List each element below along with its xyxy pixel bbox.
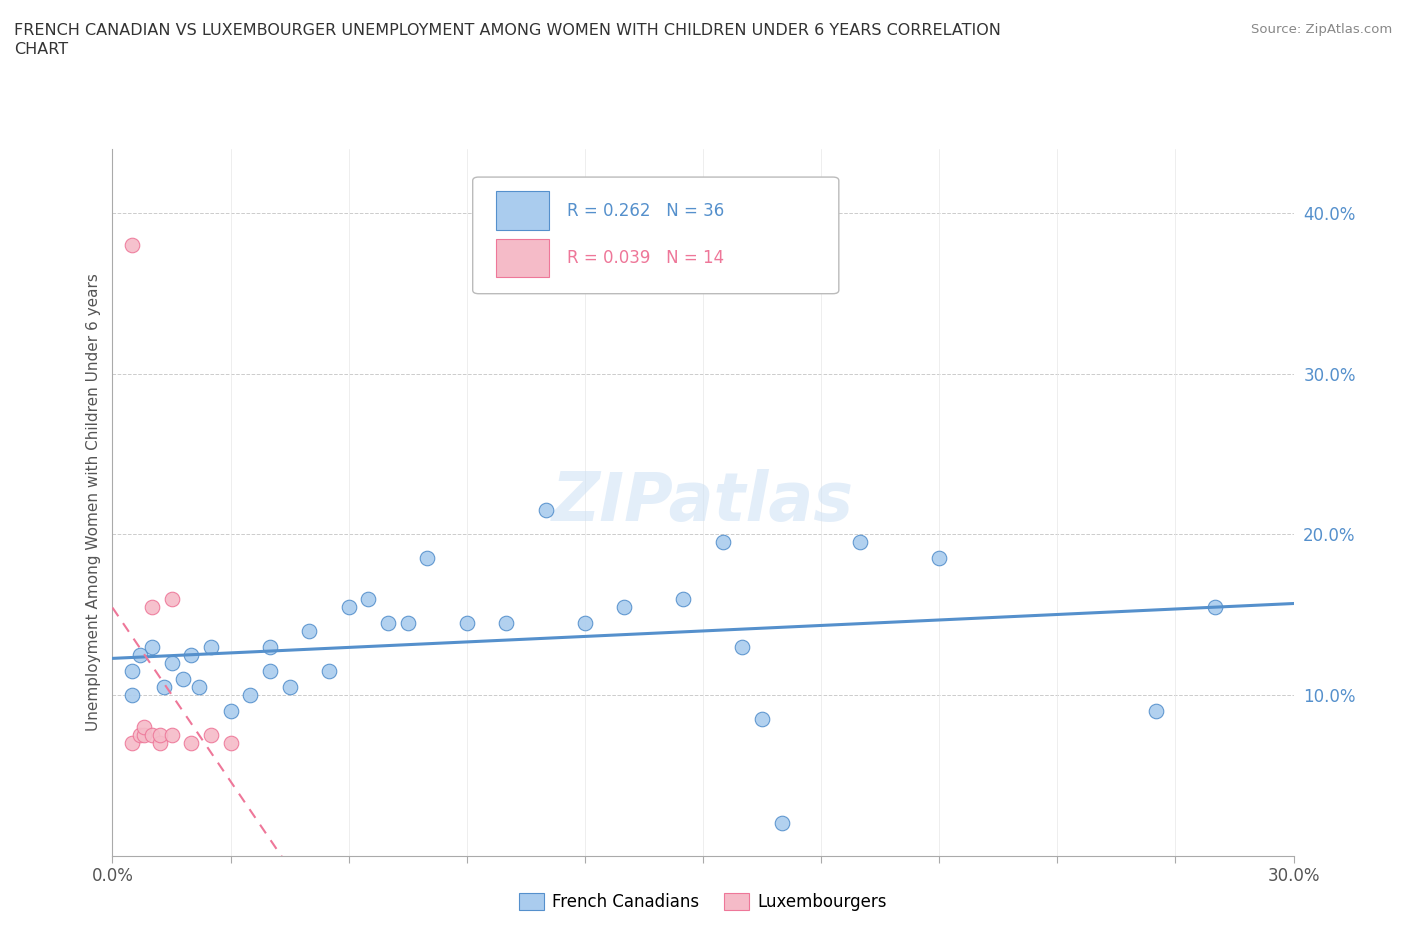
Point bbox=[711, 535, 734, 550]
Point bbox=[318, 663, 340, 678]
Point bbox=[141, 639, 163, 654]
Point bbox=[129, 647, 152, 662]
Text: R = 0.262   N = 36: R = 0.262 N = 36 bbox=[567, 202, 724, 219]
Point bbox=[672, 591, 695, 606]
Point bbox=[534, 503, 557, 518]
Point bbox=[141, 599, 163, 614]
FancyBboxPatch shape bbox=[496, 239, 550, 277]
Point bbox=[141, 727, 163, 742]
Point bbox=[731, 639, 754, 654]
Point bbox=[495, 616, 517, 631]
Point bbox=[188, 680, 211, 695]
Point bbox=[149, 727, 172, 742]
Point bbox=[129, 727, 152, 742]
Point bbox=[121, 238, 143, 253]
Point bbox=[357, 591, 380, 606]
FancyBboxPatch shape bbox=[472, 177, 839, 294]
Point bbox=[1144, 704, 1167, 719]
Point bbox=[180, 647, 202, 662]
Point bbox=[337, 599, 360, 614]
Text: R = 0.039   N = 14: R = 0.039 N = 14 bbox=[567, 249, 724, 267]
Point bbox=[132, 727, 155, 742]
Point bbox=[132, 720, 155, 735]
Text: ZIPatlas: ZIPatlas bbox=[553, 470, 853, 535]
Point bbox=[152, 680, 174, 695]
Point bbox=[456, 616, 478, 631]
FancyBboxPatch shape bbox=[496, 192, 550, 230]
Point bbox=[121, 663, 143, 678]
Point bbox=[751, 711, 773, 726]
Point bbox=[172, 671, 194, 686]
Point bbox=[239, 687, 262, 702]
Point bbox=[278, 680, 301, 695]
Point bbox=[298, 623, 321, 638]
Point bbox=[219, 736, 242, 751]
Y-axis label: Unemployment Among Women with Children Under 6 years: Unemployment Among Women with Children U… bbox=[86, 273, 101, 731]
Point bbox=[928, 551, 950, 565]
Point bbox=[121, 736, 143, 751]
Point bbox=[377, 616, 399, 631]
Legend: French Canadians, Luxembourgers: French Canadians, Luxembourgers bbox=[512, 886, 894, 918]
Text: CHART: CHART bbox=[14, 42, 67, 57]
Point bbox=[160, 591, 183, 606]
Point bbox=[849, 535, 872, 550]
Point bbox=[149, 736, 172, 751]
Point bbox=[200, 639, 222, 654]
Point bbox=[160, 656, 183, 671]
Point bbox=[259, 663, 281, 678]
Text: Source: ZipAtlas.com: Source: ZipAtlas.com bbox=[1251, 23, 1392, 36]
Point bbox=[613, 599, 636, 614]
Point bbox=[259, 639, 281, 654]
Point bbox=[160, 727, 183, 742]
Point bbox=[200, 727, 222, 742]
Point bbox=[416, 551, 439, 565]
Point bbox=[396, 616, 419, 631]
Text: FRENCH CANADIAN VS LUXEMBOURGER UNEMPLOYMENT AMONG WOMEN WITH CHILDREN UNDER 6 Y: FRENCH CANADIAN VS LUXEMBOURGER UNEMPLOY… bbox=[14, 23, 1001, 38]
Point bbox=[574, 616, 596, 631]
Point bbox=[180, 736, 202, 751]
Point bbox=[770, 816, 793, 830]
Point bbox=[219, 704, 242, 719]
Point bbox=[1204, 599, 1226, 614]
Point bbox=[121, 687, 143, 702]
